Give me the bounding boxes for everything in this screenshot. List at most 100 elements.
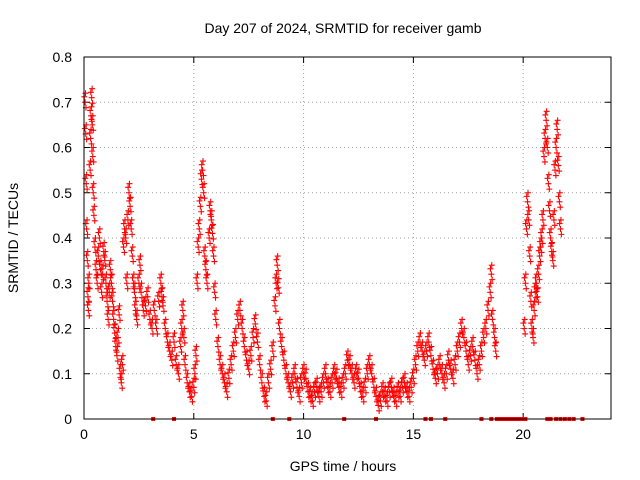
data-point	[299, 385, 306, 392]
data-point	[547, 235, 554, 241]
data-point	[488, 294, 495, 301]
data-point	[203, 280, 210, 287]
data-point	[132, 294, 139, 301]
data-point	[242, 351, 249, 358]
data-point	[424, 353, 431, 360]
data-point	[460, 329, 467, 336]
data-point	[107, 274, 114, 281]
data-point	[214, 343, 221, 350]
data-point	[542, 111, 549, 118]
data-point	[109, 289, 116, 296]
data-point	[100, 252, 107, 259]
data-point	[108, 271, 115, 278]
data-point	[331, 370, 338, 377]
data-point	[456, 330, 463, 337]
data-point	[398, 378, 405, 385]
data-point	[136, 262, 143, 269]
data-point	[87, 158, 94, 165]
data-point	[84, 293, 91, 300]
data-point	[444, 351, 451, 358]
data-point	[316, 384, 323, 391]
data-point	[318, 388, 325, 395]
data-point	[429, 360, 436, 367]
data-point	[371, 375, 378, 382]
data-point	[315, 387, 322, 394]
data-point	[487, 280, 494, 287]
data-point	[279, 351, 286, 358]
data-point	[231, 353, 238, 360]
data-point	[265, 370, 272, 377]
data-point	[102, 263, 109, 270]
data-point	[157, 280, 164, 287]
data-point	[86, 271, 93, 278]
data-point	[257, 374, 264, 381]
data-point	[428, 343, 435, 350]
data-point	[526, 222, 533, 229]
data-point	[278, 343, 285, 350]
data-point	[344, 357, 351, 364]
data-point	[338, 394, 345, 401]
data-point	[347, 352, 354, 359]
data-point	[120, 220, 127, 227]
data-point	[119, 385, 126, 392]
data-point	[169, 348, 176, 355]
data-point	[279, 334, 286, 341]
data-point	[453, 342, 460, 349]
data-point	[237, 298, 244, 305]
data-point	[525, 204, 532, 211]
data-point	[551, 222, 558, 229]
x-tick-label: 10	[296, 426, 312, 442]
data-point	[276, 316, 283, 323]
data-point	[261, 398, 268, 405]
data-point	[153, 316, 160, 323]
data-point	[524, 198, 531, 205]
data-point	[86, 161, 93, 168]
data-point	[466, 347, 473, 354]
data-point	[492, 339, 499, 346]
data-point	[533, 288, 540, 295]
data-point	[308, 392, 315, 399]
data-point	[469, 343, 476, 350]
data-point	[403, 388, 410, 395]
data-point	[416, 333, 423, 340]
data-point	[119, 238, 126, 245]
data-point	[125, 184, 132, 191]
data-point	[312, 378, 319, 385]
data-point	[427, 347, 434, 354]
data-point	[283, 361, 290, 368]
data-point	[546, 229, 553, 236]
data-point	[384, 403, 391, 410]
data-point	[457, 344, 464, 351]
data-point	[196, 249, 203, 256]
data-point	[488, 271, 495, 278]
data-point	[193, 358, 200, 365]
data-point	[263, 397, 270, 404]
data-point	[137, 283, 144, 290]
data-point	[482, 325, 489, 332]
data-point	[481, 339, 488, 346]
data-point	[455, 333, 462, 340]
data-point	[485, 298, 492, 305]
data-point	[539, 216, 546, 223]
data-point	[139, 301, 146, 308]
data-point	[180, 312, 187, 319]
data-point	[470, 334, 477, 341]
data-point	[131, 301, 138, 308]
data-point	[199, 184, 206, 191]
data-point	[88, 148, 95, 155]
data-point	[110, 324, 117, 331]
data-point	[487, 289, 494, 296]
data-point	[180, 298, 187, 305]
data-point	[545, 171, 552, 178]
data-point	[325, 389, 332, 396]
data-point	[202, 266, 209, 273]
data-point	[218, 365, 225, 372]
data-point	[127, 203, 134, 210]
data-point	[356, 383, 363, 390]
data-point	[191, 389, 198, 396]
data-point	[307, 393, 314, 400]
data-point	[150, 301, 157, 308]
data-point	[89, 153, 96, 160]
data-point	[138, 280, 145, 287]
data-point	[549, 239, 556, 246]
